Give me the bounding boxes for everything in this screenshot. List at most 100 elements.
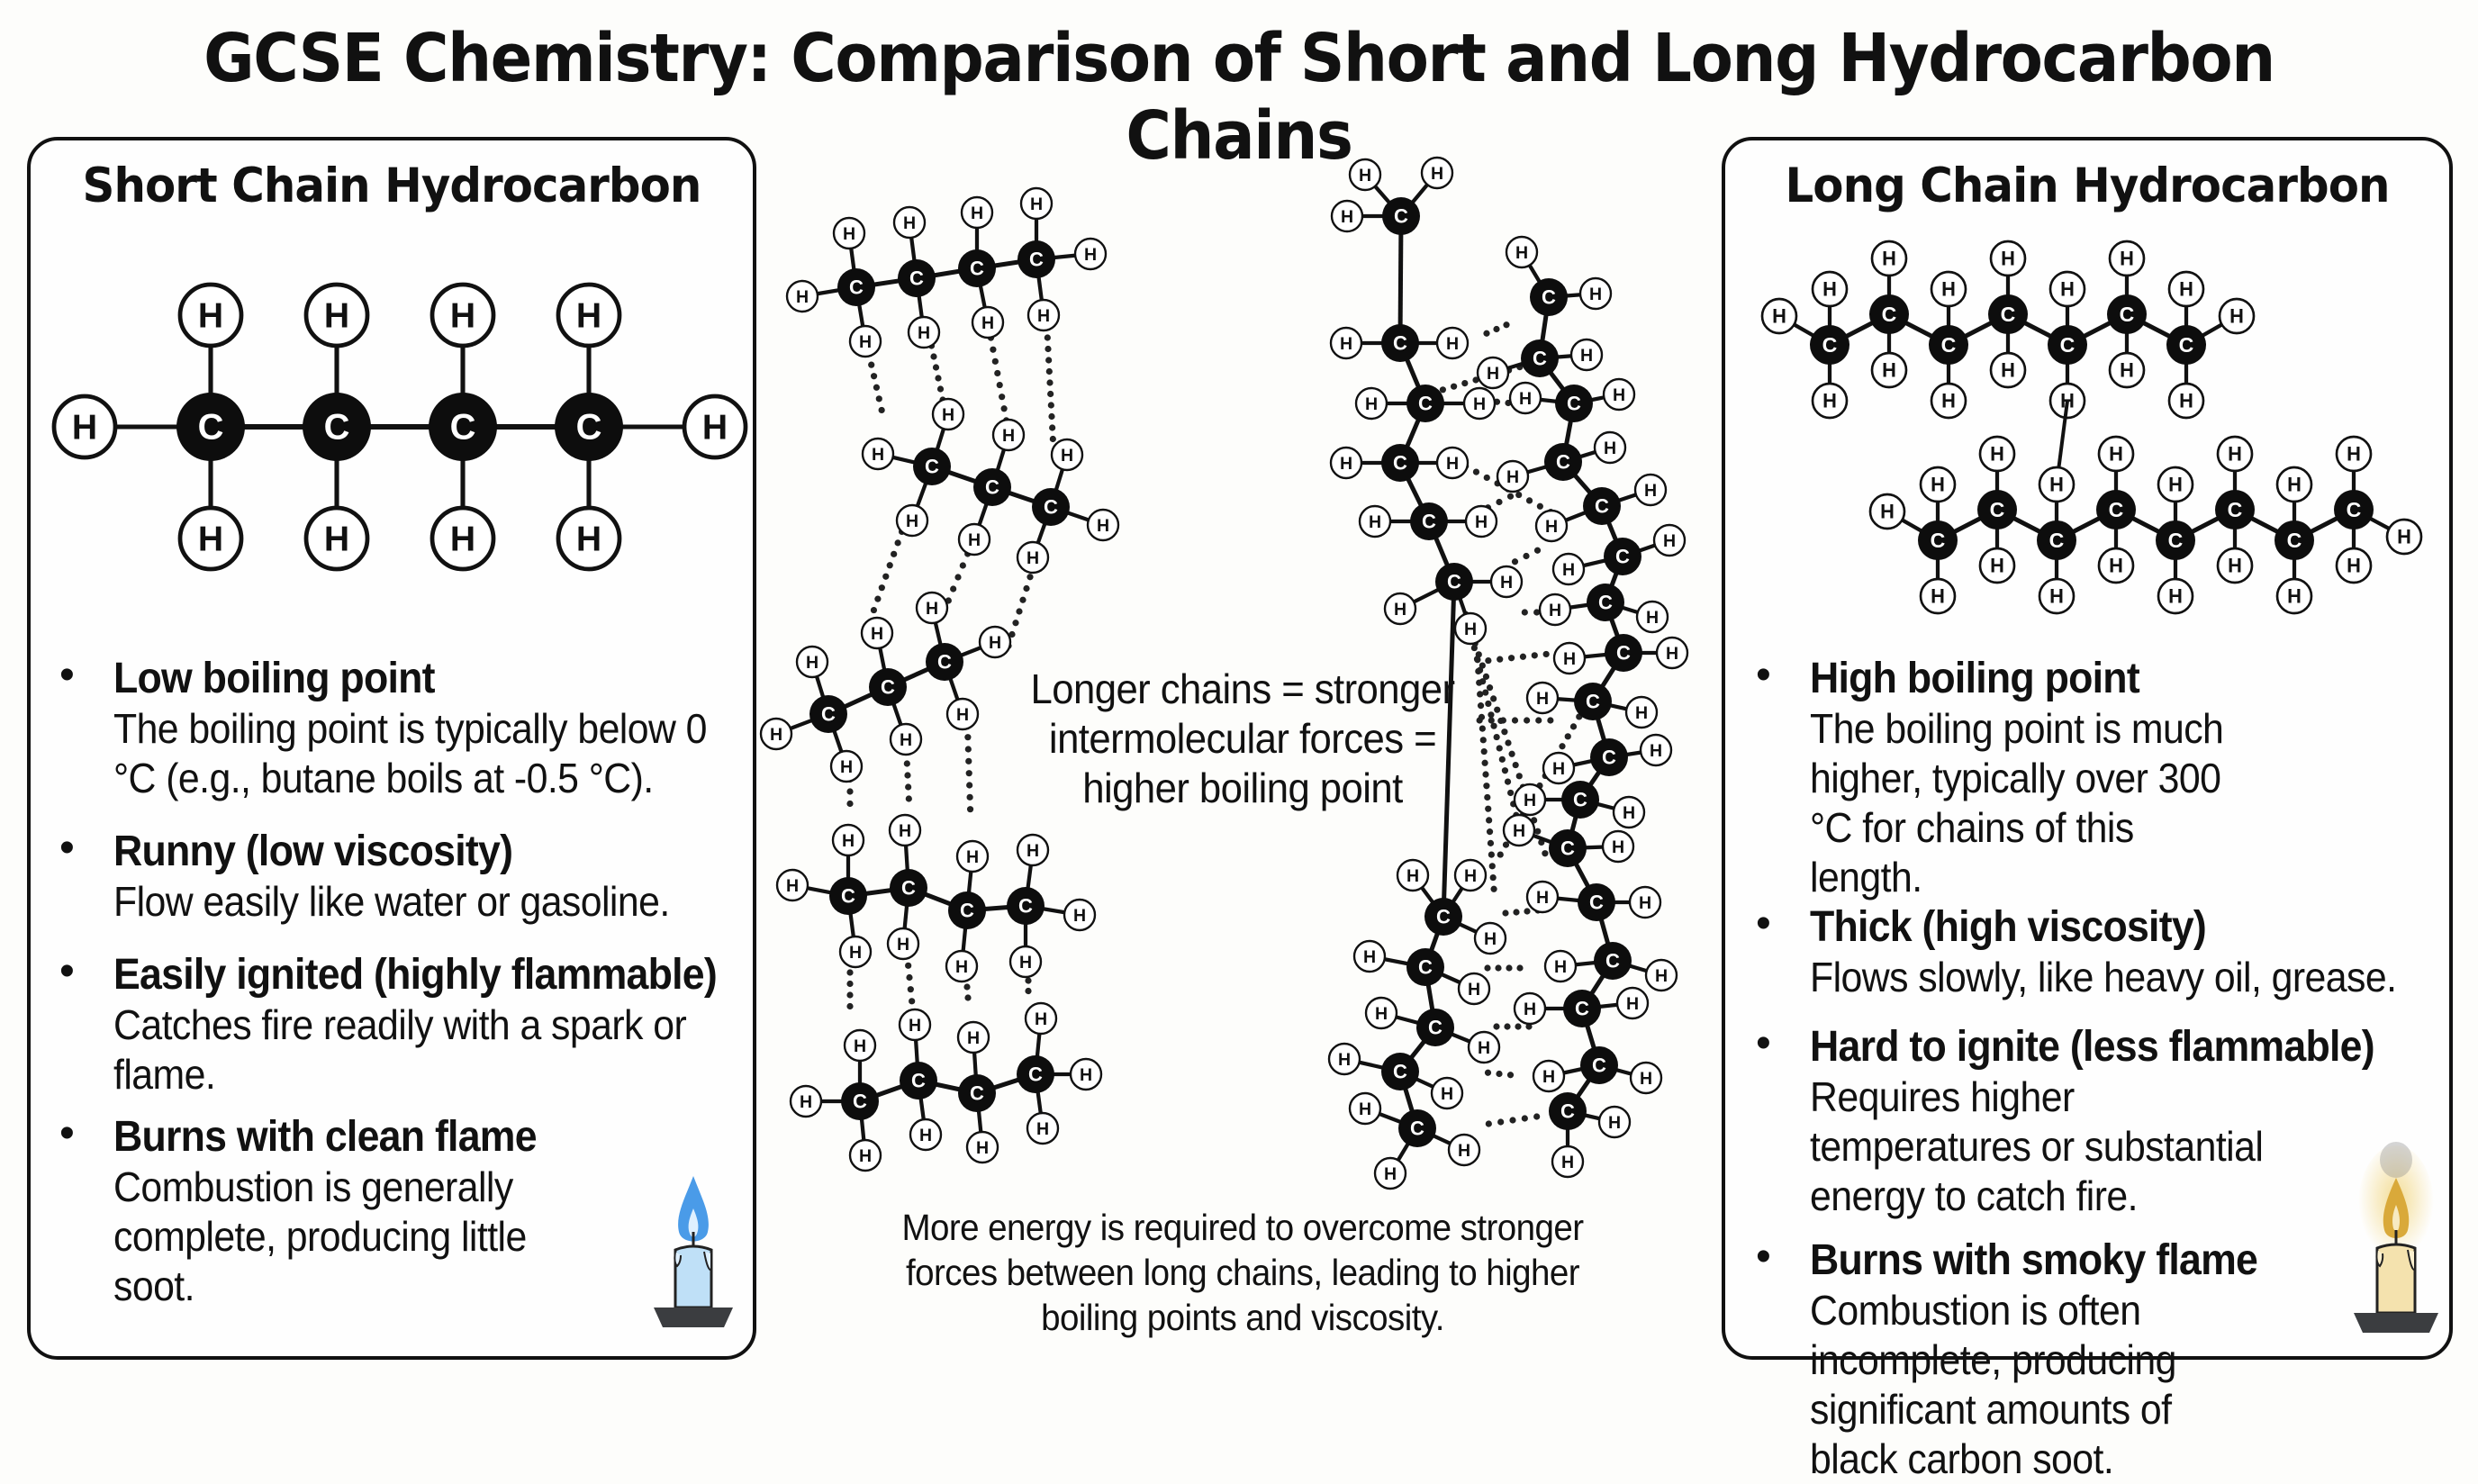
svg-text:H: H <box>1554 957 1567 977</box>
svg-text:H: H <box>1406 866 1419 886</box>
hydrogen-atom: H <box>838 935 873 969</box>
carbon-atom: C <box>1521 339 1559 377</box>
svg-text:H: H <box>872 445 884 465</box>
svg-text:C: C <box>198 408 224 448</box>
hydrogen-atom: H <box>957 522 991 556</box>
svg-text:H: H <box>1623 803 1635 823</box>
hydrogen-atom: H <box>2048 270 2086 308</box>
hydrogen-atom: H <box>1352 939 1387 973</box>
hydrogen-atom: H <box>898 1008 932 1042</box>
svg-text:H: H <box>1822 390 1837 412</box>
hydrogen-atom: H <box>1026 298 1061 332</box>
carbon-atom: C <box>1580 1046 1618 1084</box>
hydrogen-atom: H <box>2275 466 2313 503</box>
long-chain-title: Long Chain Hydrocarbon <box>1785 158 2390 213</box>
hydrogen-atom: H <box>1447 1133 1481 1167</box>
svg-text:H: H <box>1369 512 1381 532</box>
hydrogen-atom: H <box>1008 945 1043 979</box>
svg-text:C: C <box>1931 529 1946 552</box>
hydrogen-atom: H <box>1476 356 1510 390</box>
svg-text:C: C <box>2168 529 2184 552</box>
carbon-atom: C <box>1032 488 1070 526</box>
hydrogen-atom: H <box>831 823 865 857</box>
property-viscosity: Runny (low viscosity) Flow easily like w… <box>43 821 728 927</box>
svg-text:H: H <box>1080 1065 1092 1085</box>
svg-text:C: C <box>1394 205 1408 228</box>
svg-text:H: H <box>1484 929 1497 949</box>
svg-text:C: C <box>324 408 350 448</box>
svg-text:C: C <box>1589 891 1604 914</box>
hydrogen-atom: H <box>2097 547 2135 584</box>
svg-text:H: H <box>1524 1000 1536 1019</box>
hydrogen-atom: H <box>1330 199 1364 233</box>
svg-text:H: H <box>1513 821 1525 841</box>
svg-text:H: H <box>1468 980 1480 1000</box>
svg-text:H: H <box>1822 278 1837 301</box>
svg-text:H: H <box>967 1028 980 1048</box>
hydrogen-atom: H <box>1628 885 1662 919</box>
hydrogen-atom: H <box>1989 240 2027 277</box>
svg-text:C: C <box>821 703 836 726</box>
hydrogen-atom: H <box>1760 297 1798 335</box>
svg-text:H: H <box>2049 474 2064 496</box>
carbon-atom: C <box>1424 898 1462 936</box>
svg-text:C: C <box>1605 950 1620 973</box>
carbon-atom: C <box>1435 563 1473 601</box>
svg-text:H: H <box>859 1146 872 1166</box>
carbon-atom: C <box>1406 385 1444 422</box>
hydrogen-atom: H <box>1364 996 1398 1030</box>
hydrogen-atom: H <box>1435 326 1470 360</box>
svg-text:C: C <box>2228 498 2243 521</box>
svg-text:C: C <box>1436 906 1451 928</box>
svg-text:H: H <box>1536 689 1549 709</box>
carbon-atom: C <box>2037 520 2076 560</box>
carbon-atom: C <box>1929 325 1968 365</box>
svg-text:H: H <box>1640 1069 1652 1089</box>
svg-text:C: C <box>1428 1017 1442 1039</box>
hydrogen-atom: H <box>848 1138 882 1172</box>
long-chain-panel: Long Chain Hydrocarbon C C C C C C C H H H H H H H H H H… <box>1722 137 2453 1482</box>
svg-text:C: C <box>1882 303 1897 326</box>
svg-text:H: H <box>1487 364 1499 384</box>
hydrogen-atom: H <box>759 717 793 751</box>
svg-text:H: H <box>1036 1119 1049 1139</box>
svg-text:H: H <box>1608 1113 1621 1133</box>
svg-text:H: H <box>1375 1004 1388 1024</box>
hydrogen-atom: H <box>1601 829 1635 864</box>
svg-text:H: H <box>989 633 1001 653</box>
carbon-atom: C <box>898 259 936 297</box>
carbon-atom: C <box>1017 240 1055 278</box>
carbon-atom: C <box>1583 487 1621 525</box>
hydrogen-atom: H <box>303 505 370 572</box>
svg-text:C: C <box>1393 452 1407 475</box>
carbon-atom: C <box>1988 294 2028 334</box>
property-viscosity: Thick (high viscosity) Flows slowly, lik… <box>1740 897 2433 1002</box>
svg-text:H: H <box>1026 548 1039 568</box>
hydrogen-atom: H <box>1870 240 1908 277</box>
svg-text:H: H <box>1061 446 1073 466</box>
hydrogen-atom: H <box>1652 523 1687 557</box>
hydrogen-atom: H <box>1525 880 1560 914</box>
svg-text:H: H <box>786 876 799 896</box>
hydrogen-atom: H <box>789 1084 823 1118</box>
svg-text:H: H <box>2229 305 2244 328</box>
hydrogen-atom: H <box>1597 1105 1632 1139</box>
hydrogen-atom: H <box>1457 972 1491 1006</box>
property-flame: Burns with smoky flame Combustion is oft… <box>1740 1230 2433 1484</box>
hydrogen-atom: H <box>1069 1057 1103 1091</box>
hydrogen-atom: H <box>1633 473 1668 507</box>
hydrogen-atom: H <box>2167 270 2205 308</box>
svg-text:H: H <box>1655 966 1668 986</box>
intermolecular-forces-note: Longer chains = stronger intermolecular … <box>1030 665 1456 811</box>
hydrogen-atom: H <box>1464 504 1498 538</box>
hydrogen-atom: H <box>430 505 496 572</box>
hydrogen-atom: H <box>1354 386 1388 421</box>
page-title: GCSE Chemistry: Comparison of Short and … <box>203 20 2275 175</box>
carbon-atom: C <box>2275 520 2314 560</box>
svg-text:C: C <box>1598 592 1613 614</box>
svg-text:C: C <box>1533 348 1547 370</box>
hydrogen-atom: H <box>2218 297 2256 335</box>
hydrogen-atom: H <box>1358 504 1392 538</box>
svg-text:H: H <box>1524 791 1536 810</box>
svg-text:H: H <box>2179 390 2193 412</box>
